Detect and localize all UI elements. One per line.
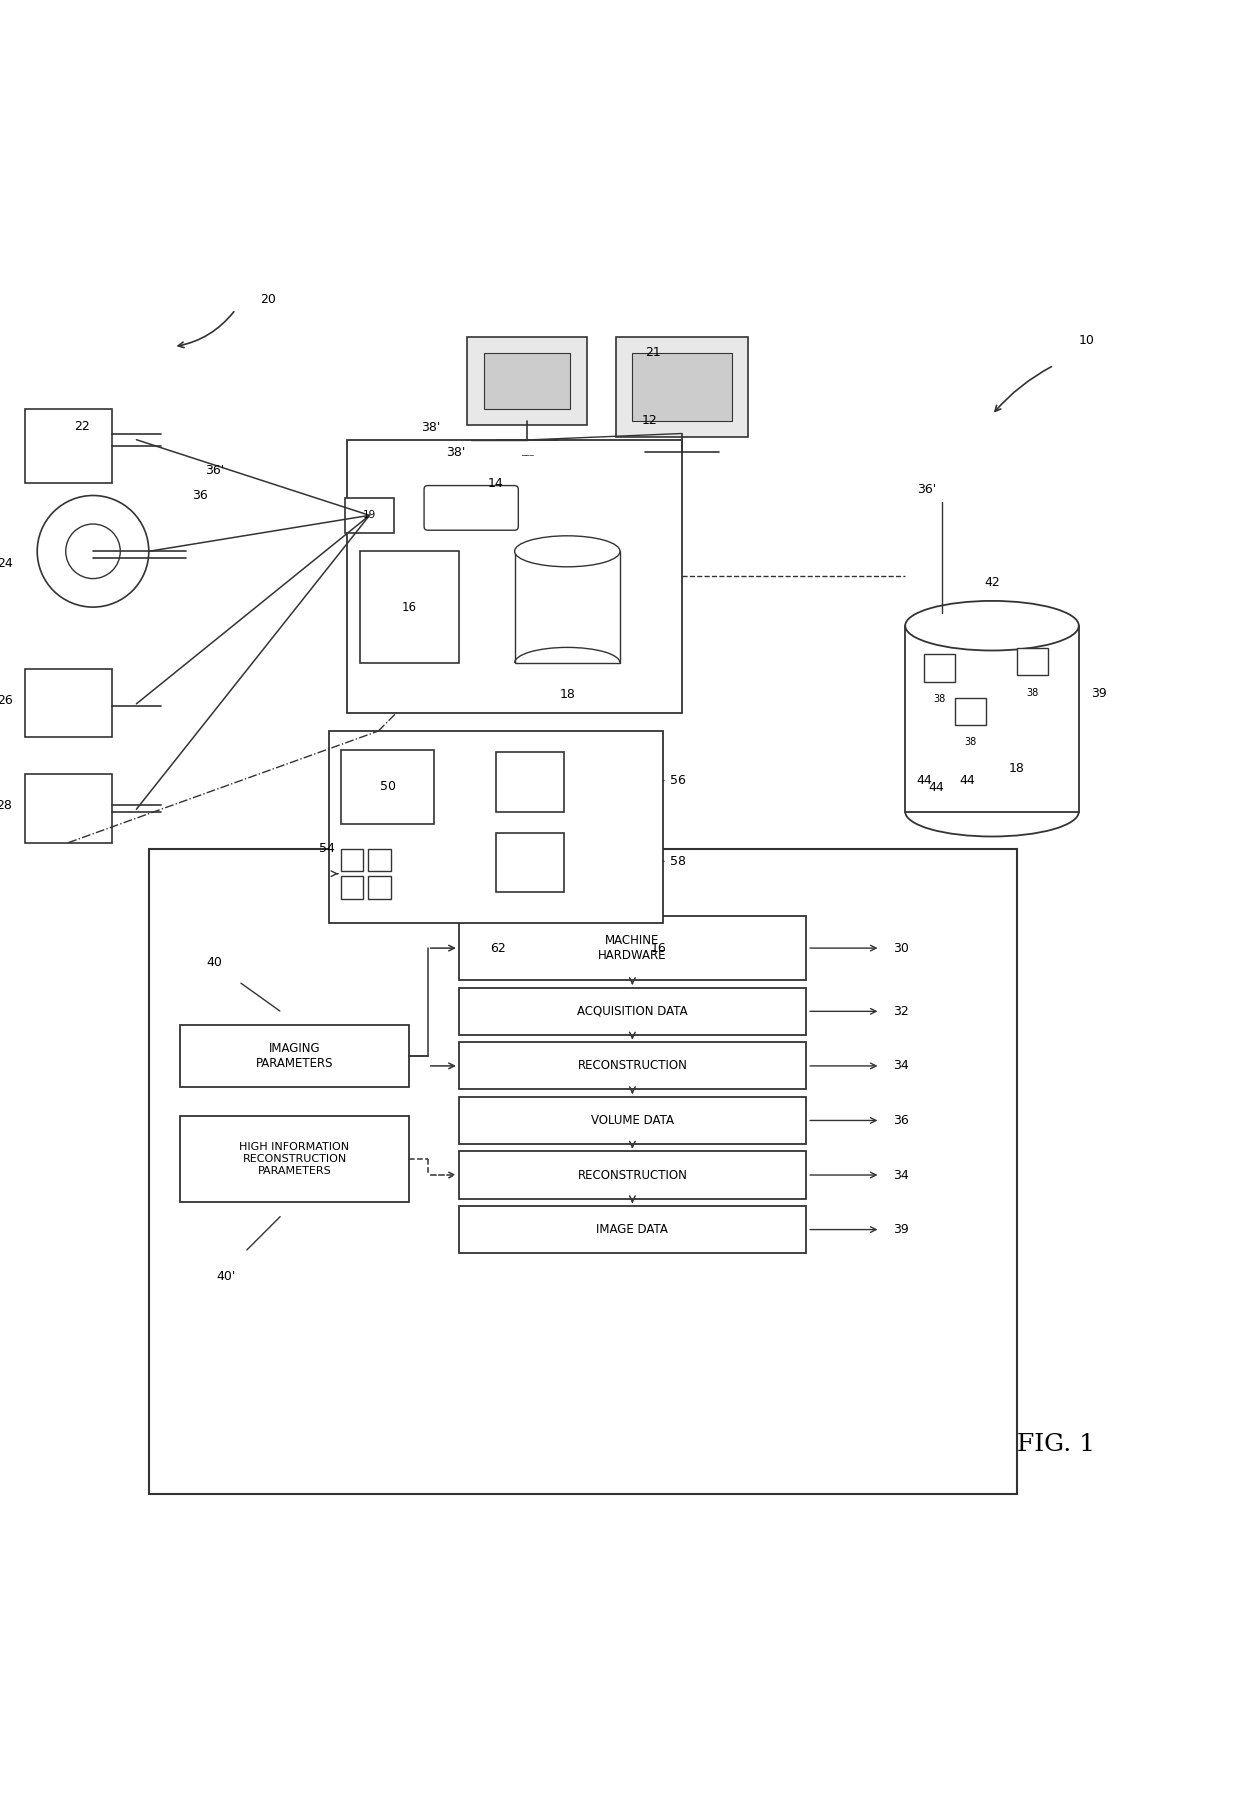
Text: 40': 40'	[217, 1270, 236, 1283]
Text: 38: 38	[934, 694, 945, 704]
FancyBboxPatch shape	[616, 336, 748, 437]
FancyBboxPatch shape	[459, 988, 806, 1035]
FancyBboxPatch shape	[25, 775, 112, 843]
Text: 32: 32	[893, 1005, 909, 1017]
Text: ___: ___	[521, 447, 533, 456]
FancyBboxPatch shape	[345, 498, 394, 532]
Text: 38: 38	[1027, 688, 1038, 697]
Text: 44: 44	[916, 775, 931, 787]
Text: IMAGING
PARAMETERS: IMAGING PARAMETERS	[255, 1042, 334, 1069]
Ellipse shape	[515, 536, 620, 566]
FancyBboxPatch shape	[1017, 649, 1048, 676]
Text: 38: 38	[965, 737, 976, 748]
FancyBboxPatch shape	[341, 749, 434, 825]
Text: 30: 30	[893, 942, 909, 954]
Text: 28: 28	[0, 800, 12, 812]
FancyBboxPatch shape	[368, 877, 391, 898]
FancyBboxPatch shape	[459, 1042, 806, 1089]
Text: HIGH INFORMATION
RECONSTRUCTION
PARAMETERS: HIGH INFORMATION RECONSTRUCTION PARAMETE…	[239, 1143, 350, 1175]
Text: 50: 50	[381, 780, 396, 794]
FancyBboxPatch shape	[924, 654, 955, 681]
FancyBboxPatch shape	[329, 731, 663, 924]
Text: 16: 16	[651, 942, 667, 954]
FancyBboxPatch shape	[459, 1152, 806, 1199]
Text: 36': 36'	[916, 483, 936, 496]
FancyBboxPatch shape	[149, 848, 1017, 1493]
Text: 42: 42	[985, 575, 999, 588]
Text: FIG. 1: FIG. 1	[1017, 1432, 1095, 1456]
Text: MACHINE
HARDWARE: MACHINE HARDWARE	[598, 934, 667, 961]
Text: 18: 18	[1009, 762, 1024, 775]
FancyBboxPatch shape	[180, 1116, 409, 1202]
Text: 56: 56	[670, 775, 686, 787]
Text: 16: 16	[402, 600, 417, 613]
Text: 38': 38'	[445, 446, 465, 458]
Text: 40: 40	[206, 956, 222, 969]
FancyBboxPatch shape	[341, 877, 363, 898]
FancyBboxPatch shape	[360, 552, 459, 663]
Text: 18: 18	[559, 688, 575, 701]
FancyBboxPatch shape	[424, 485, 518, 530]
FancyBboxPatch shape	[955, 697, 986, 724]
FancyBboxPatch shape	[496, 753, 564, 812]
Text: RECONSTRUCTION: RECONSTRUCTION	[578, 1060, 687, 1073]
Text: 62: 62	[490, 942, 506, 954]
Text: 34: 34	[893, 1168, 909, 1181]
Text: 34: 34	[893, 1060, 909, 1073]
Text: 20: 20	[260, 293, 277, 305]
FancyBboxPatch shape	[459, 1206, 806, 1253]
FancyBboxPatch shape	[25, 668, 112, 737]
Text: 36: 36	[893, 1114, 909, 1127]
FancyBboxPatch shape	[467, 336, 587, 424]
FancyBboxPatch shape	[905, 625, 1079, 812]
FancyBboxPatch shape	[25, 408, 112, 483]
Text: 12: 12	[641, 415, 657, 428]
FancyBboxPatch shape	[180, 1024, 409, 1087]
FancyBboxPatch shape	[368, 848, 391, 872]
Text: 44: 44	[929, 780, 944, 794]
Text: 38': 38'	[420, 420, 440, 433]
Ellipse shape	[905, 600, 1079, 651]
Text: 36: 36	[192, 489, 208, 501]
FancyBboxPatch shape	[484, 352, 570, 408]
FancyBboxPatch shape	[347, 440, 682, 712]
Text: 21: 21	[645, 347, 661, 359]
Text: 24: 24	[0, 557, 12, 570]
Text: 39: 39	[893, 1224, 909, 1236]
Text: 26: 26	[0, 694, 12, 706]
Text: 44: 44	[960, 775, 975, 787]
Text: 10: 10	[1079, 334, 1095, 347]
Text: 36': 36'	[205, 464, 224, 478]
Text: IMAGE DATA: IMAGE DATA	[596, 1224, 668, 1236]
Text: 39: 39	[1091, 688, 1107, 701]
FancyBboxPatch shape	[459, 916, 806, 981]
Text: 58: 58	[670, 855, 686, 868]
FancyBboxPatch shape	[632, 352, 732, 420]
Text: 19: 19	[363, 510, 376, 521]
Text: 22: 22	[74, 420, 91, 433]
Text: VOLUME DATA: VOLUME DATA	[591, 1114, 673, 1127]
Text: 54: 54	[319, 843, 335, 855]
Text: 14: 14	[489, 476, 503, 491]
Text: RECONSTRUCTION: RECONSTRUCTION	[578, 1168, 687, 1181]
Text: ACQUISITION DATA: ACQUISITION DATA	[577, 1005, 688, 1017]
FancyBboxPatch shape	[515, 552, 620, 663]
FancyBboxPatch shape	[459, 1096, 806, 1145]
FancyBboxPatch shape	[341, 848, 363, 872]
FancyBboxPatch shape	[496, 832, 564, 893]
